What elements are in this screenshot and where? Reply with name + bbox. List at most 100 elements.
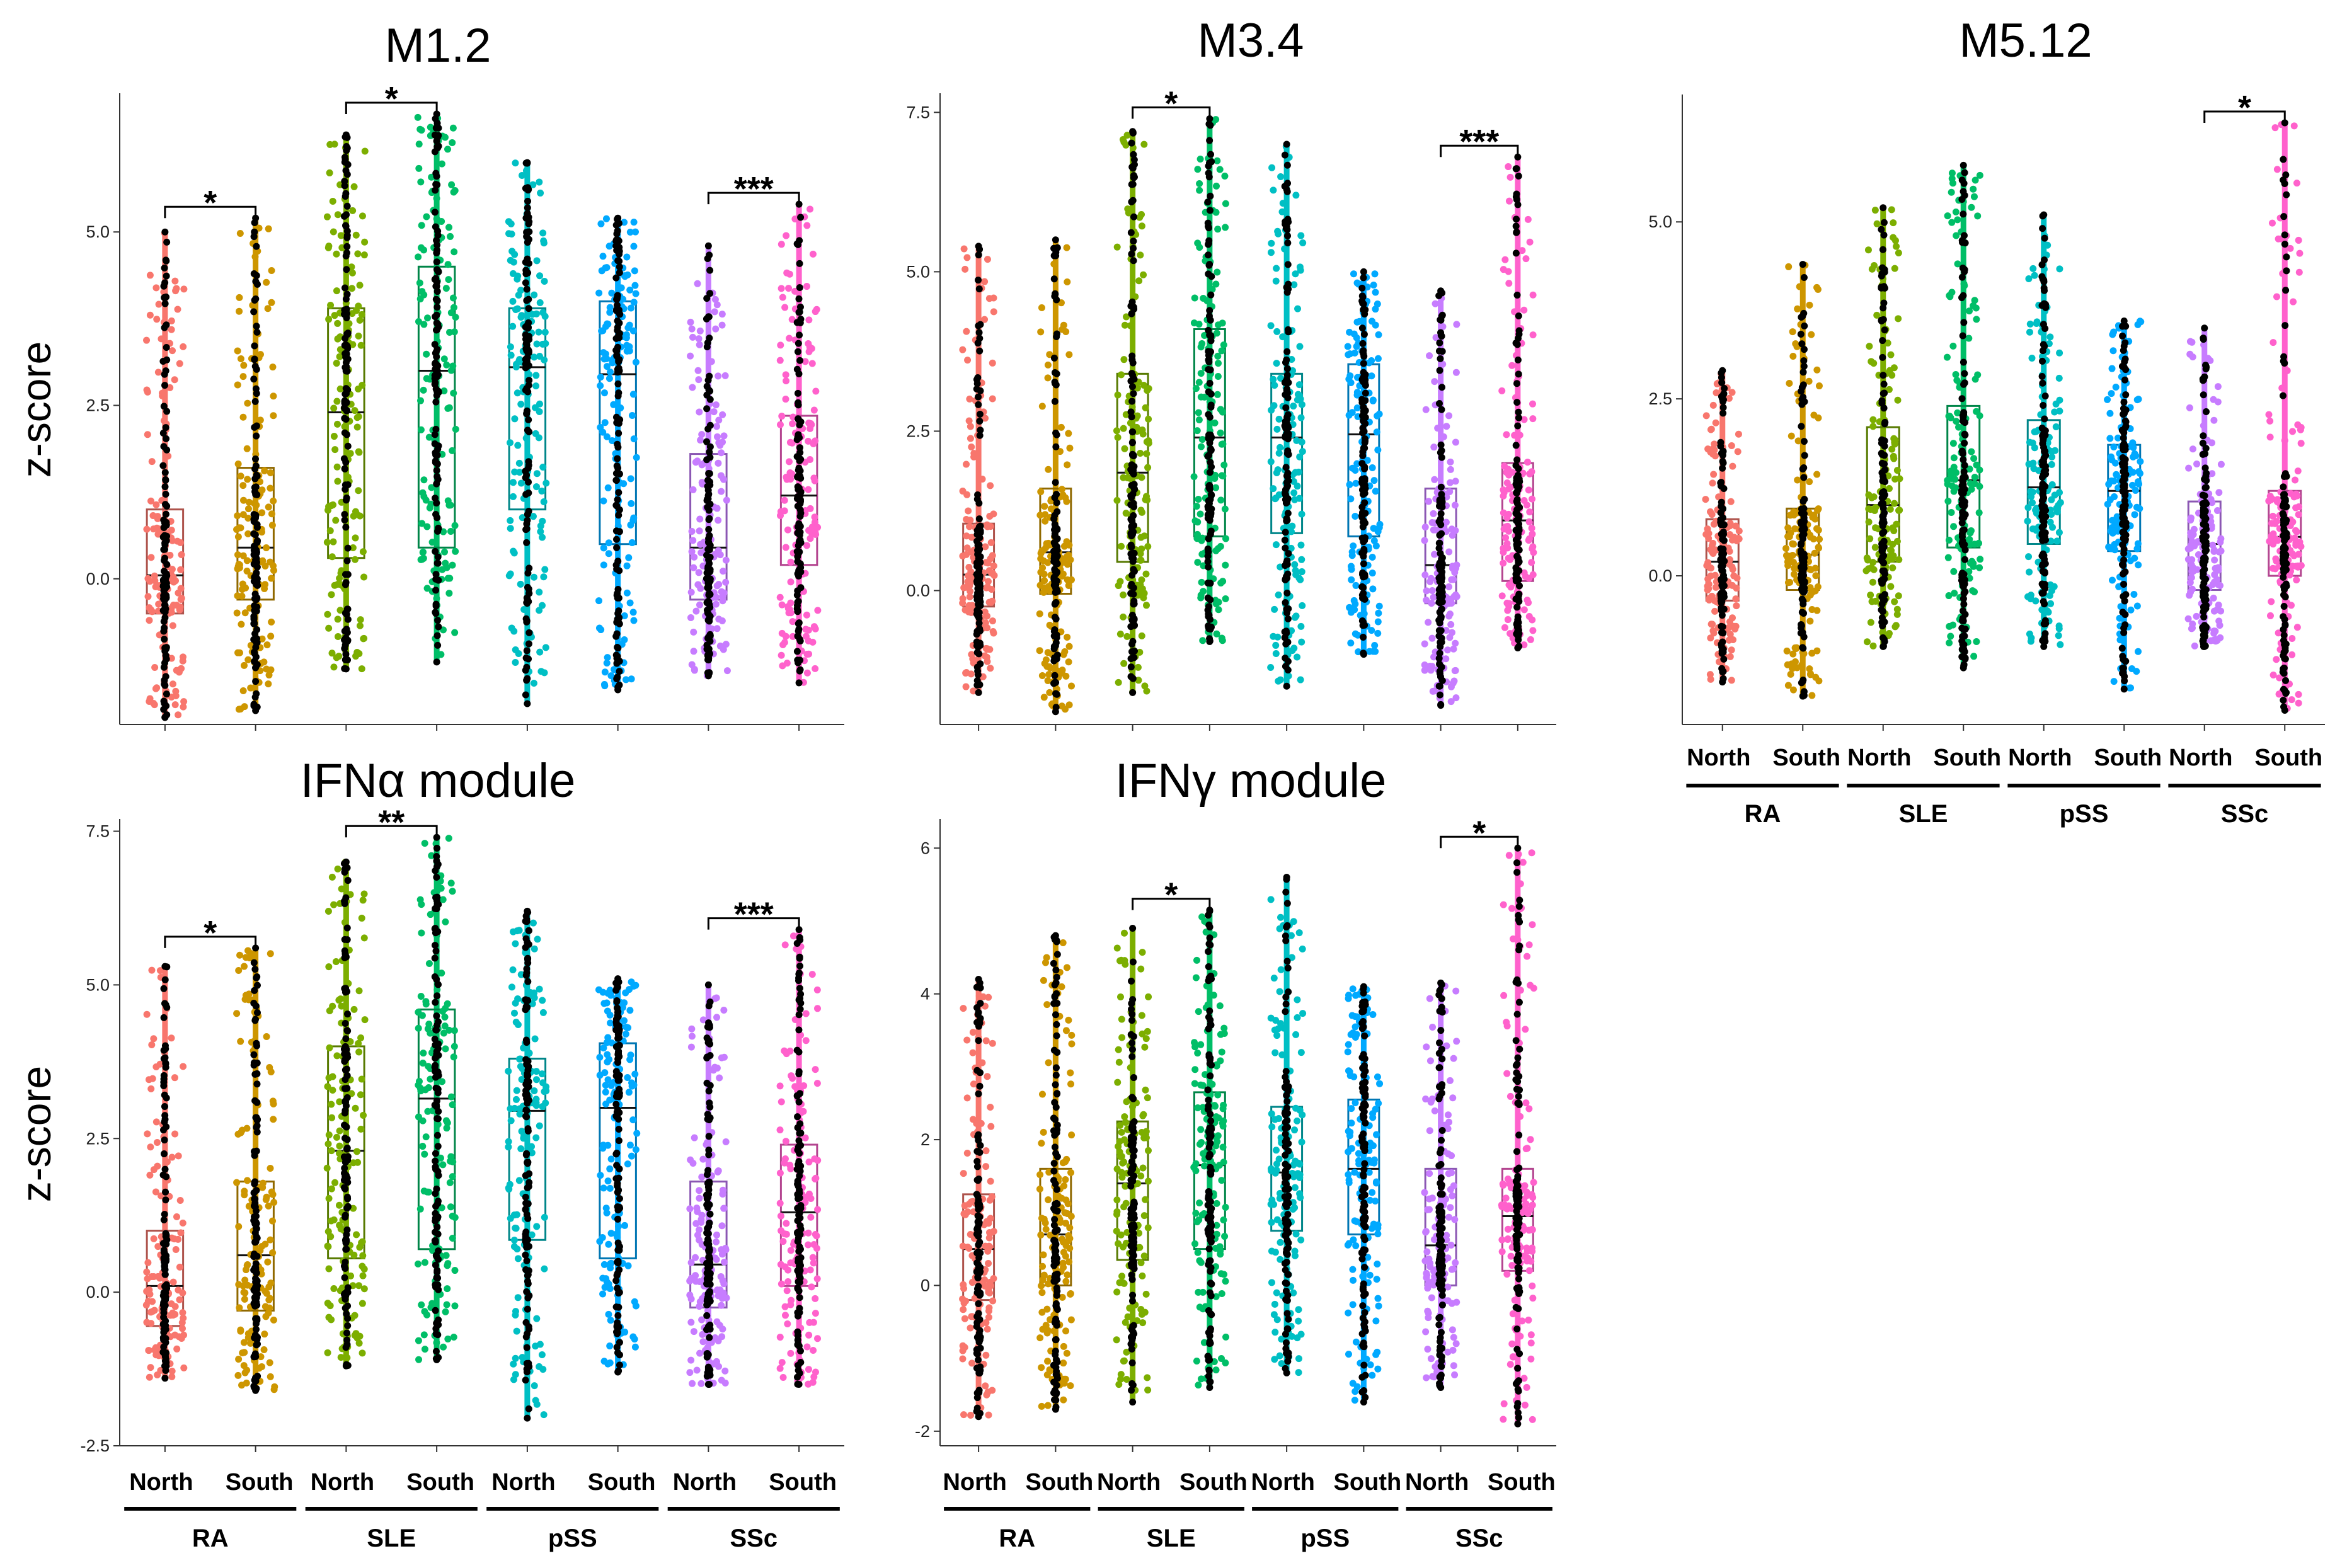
point-colored bbox=[258, 509, 265, 516]
point-black bbox=[253, 635, 260, 642]
point-colored bbox=[1782, 545, 1789, 552]
point-black bbox=[1438, 384, 1445, 391]
point-colored bbox=[1728, 564, 1735, 571]
point-colored bbox=[1517, 432, 1524, 438]
point-black bbox=[1131, 550, 1138, 557]
point-colored bbox=[984, 256, 991, 263]
point-colored bbox=[1120, 139, 1127, 146]
point-colored bbox=[1970, 560, 1977, 567]
point-black bbox=[1958, 482, 1965, 489]
box-3 bbox=[1862, 204, 1903, 650]
point-black bbox=[1360, 404, 1367, 411]
point-black bbox=[1719, 398, 1726, 405]
point-colored bbox=[169, 347, 176, 354]
point-colored bbox=[715, 581, 722, 588]
point-colored bbox=[1788, 433, 1795, 440]
point-colored bbox=[1430, 510, 1437, 517]
point-black bbox=[796, 449, 803, 456]
point-colored bbox=[1198, 592, 1205, 598]
point-black bbox=[1207, 207, 1214, 214]
point-colored bbox=[1806, 302, 1813, 309]
point-colored bbox=[1440, 433, 1447, 440]
point-colored bbox=[514, 276, 520, 283]
point-black bbox=[435, 624, 442, 631]
y-tick-label: 2.5 bbox=[1648, 389, 1672, 408]
point-colored bbox=[1270, 376, 1277, 383]
point-colored bbox=[1729, 389, 1736, 396]
point-colored bbox=[1529, 546, 1535, 552]
point-black bbox=[1878, 317, 1885, 324]
point-colored bbox=[963, 516, 970, 523]
point-colored bbox=[176, 604, 183, 610]
point-colored bbox=[1217, 406, 1224, 413]
point-colored bbox=[334, 478, 341, 484]
point-black bbox=[795, 340, 802, 347]
point-colored bbox=[1066, 643, 1073, 650]
point-black bbox=[525, 382, 532, 389]
point-black bbox=[613, 561, 620, 568]
point-black bbox=[703, 295, 710, 302]
point-black bbox=[613, 477, 620, 484]
point-black bbox=[704, 496, 711, 503]
point-colored bbox=[516, 460, 523, 467]
point-colored bbox=[1868, 358, 1874, 365]
point-colored bbox=[981, 278, 988, 285]
point-colored bbox=[1518, 247, 1525, 254]
point-black bbox=[1205, 603, 1212, 610]
point-black bbox=[345, 443, 352, 450]
point-colored bbox=[1872, 544, 1879, 551]
point-colored bbox=[696, 516, 703, 523]
point-colored bbox=[1297, 263, 1304, 270]
point-colored bbox=[1946, 293, 1953, 300]
point-colored bbox=[696, 569, 703, 576]
point-colored bbox=[600, 561, 607, 568]
point-black bbox=[432, 276, 439, 283]
point-black bbox=[975, 394, 982, 401]
point-colored bbox=[1707, 426, 1714, 433]
point-colored bbox=[810, 440, 817, 447]
point-colored bbox=[171, 278, 178, 285]
point-black bbox=[162, 469, 169, 476]
point-colored bbox=[512, 159, 519, 166]
point-black bbox=[162, 300, 169, 307]
point-colored bbox=[696, 341, 703, 348]
point-colored bbox=[627, 522, 634, 529]
point-colored bbox=[1222, 562, 1229, 569]
point-black bbox=[1515, 201, 1522, 208]
point-colored bbox=[1453, 369, 1460, 376]
point-black bbox=[524, 600, 531, 607]
point-colored bbox=[963, 669, 970, 676]
point-black bbox=[162, 483, 169, 490]
point-black bbox=[1053, 615, 1060, 622]
point-colored bbox=[352, 407, 359, 414]
point-colored bbox=[523, 435, 530, 442]
point-black bbox=[343, 579, 350, 586]
point-black bbox=[1128, 663, 1135, 670]
point-colored bbox=[1045, 677, 1052, 684]
point-colored bbox=[778, 285, 785, 292]
point-black bbox=[794, 656, 801, 663]
point-black bbox=[1960, 617, 1967, 624]
point-colored bbox=[1444, 646, 1451, 653]
point-colored bbox=[325, 316, 332, 323]
point-colored bbox=[1866, 518, 1873, 525]
point-black bbox=[1282, 599, 1289, 606]
point-colored bbox=[415, 253, 422, 260]
point-colored bbox=[324, 214, 331, 220]
point-colored bbox=[1214, 268, 1220, 275]
point-colored bbox=[260, 658, 267, 665]
point-black bbox=[977, 426, 984, 433]
point-colored bbox=[1794, 477, 1801, 484]
point-colored bbox=[235, 534, 242, 541]
point-colored bbox=[618, 284, 625, 291]
point-colored bbox=[630, 391, 637, 398]
point-colored bbox=[813, 306, 820, 313]
point-colored bbox=[788, 559, 795, 566]
point-colored bbox=[628, 304, 634, 311]
point-colored bbox=[1810, 512, 1817, 518]
point-colored bbox=[514, 442, 521, 449]
point-black bbox=[1054, 588, 1061, 595]
point-colored bbox=[1368, 372, 1375, 379]
point-black bbox=[1961, 440, 1968, 447]
point-colored bbox=[267, 667, 274, 673]
